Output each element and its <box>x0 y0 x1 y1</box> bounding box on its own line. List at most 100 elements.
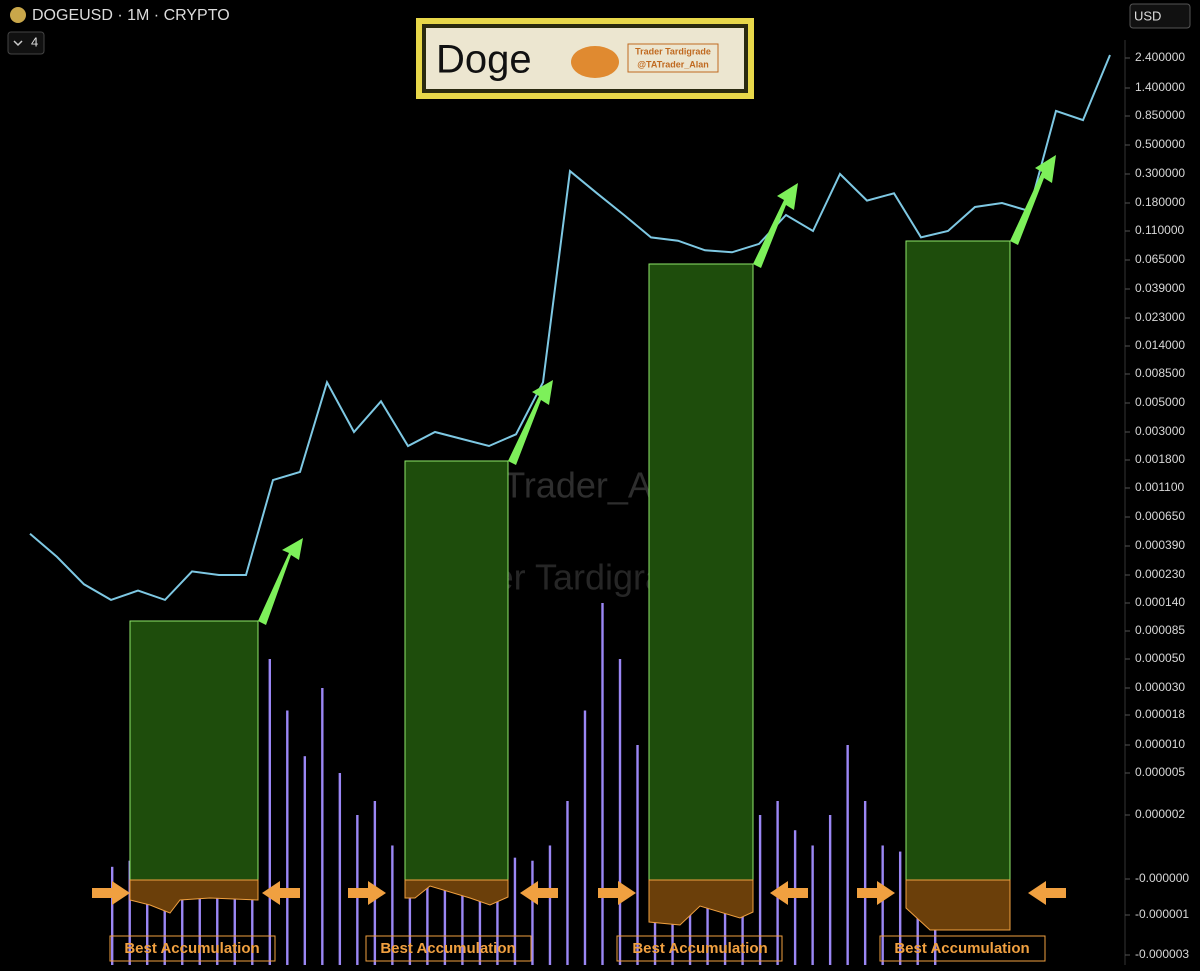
histogram-bar <box>233 845 236 965</box>
logo-icon <box>571 46 619 78</box>
histogram-bar <box>408 851 412 965</box>
y-tick-label: 0.008500 <box>1135 366 1185 380</box>
currency-button[interactable] <box>1129 3 1191 29</box>
accumulation-boxes <box>129 240 1011 931</box>
arrow <box>753 183 798 268</box>
arrow <box>258 538 303 625</box>
annotation: Best Accumulation <box>632 940 767 957</box>
histogram-bar <box>776 801 779 965</box>
y-tick-label: 0.000018 <box>1135 707 1185 721</box>
histogram-bar <box>373 801 377 965</box>
label-box <box>109 935 276 962</box>
y-tick-label: 0.180000 <box>1135 195 1185 209</box>
green-arrows <box>258 155 1056 625</box>
histogram-bar <box>478 845 482 965</box>
y-tick-label: 0.000030 <box>1135 680 1185 694</box>
arrow <box>508 380 553 465</box>
arrow <box>348 881 386 905</box>
y-tick-label: 1.400000 <box>1135 80 1185 94</box>
histogram-bar <box>146 845 149 965</box>
logo-title: Doge <box>436 38 532 82</box>
arrow <box>770 881 808 905</box>
symbol-icon <box>10 7 26 23</box>
y-tick-label: 0.000390 <box>1135 538 1185 552</box>
chevron <box>13 40 23 47</box>
y-tick-label: 0.000010 <box>1135 737 1185 751</box>
orange-zone <box>404 879 509 906</box>
histogram-bar <box>531 860 534 965</box>
y-tick-label: 0.500000 <box>1135 137 1185 151</box>
histogram-bar <box>828 815 832 965</box>
indicator-toggle[interactable] <box>7 31 45 55</box>
y-tick-label: -0.000001 <box>1135 907 1189 921</box>
y-tick-label: 0.000002 <box>1135 807 1185 821</box>
y-tick-label: 0.300000 <box>1135 166 1185 180</box>
y-axis: 2.400000 1.400000 0.850000 0.500000 0.300000… <box>1124 40 1189 965</box>
symbol-title: DOGEUSD · 1M · CRYPTO <box>32 7 230 24</box>
histogram-bar <box>636 745 639 965</box>
y-tick-label: 0.005000 <box>1135 395 1185 409</box>
label-box <box>879 935 1046 962</box>
y-tick-label: -0.000000 <box>1135 871 1189 885</box>
orange-zone <box>905 879 1011 931</box>
price-line <box>29 54 1111 602</box>
histogram-bar <box>881 845 884 965</box>
annotation: Best Accumulation <box>124 940 259 957</box>
y-tick-label: 0.000050 <box>1135 651 1185 665</box>
y-tick-label: 0.039000 <box>1135 281 1185 295</box>
header: DOGEUSD · 1M · CRYPTO 4 USD <box>7 3 1191 55</box>
arrow <box>262 881 300 905</box>
arrow <box>520 881 558 905</box>
histogram-bar <box>758 815 762 965</box>
logo: Doge Trader Tardigrade @TATrader_Alan <box>416 18 754 99</box>
y-tick-label: 0.003000 <box>1135 424 1185 438</box>
currency: USD <box>1134 8 1161 23</box>
green-zone <box>129 620 259 881</box>
histogram-bar <box>601 603 604 965</box>
histogram-bar <box>321 688 324 965</box>
arrow <box>1028 881 1066 905</box>
histogram-bar <box>303 756 307 965</box>
histogram-bar <box>111 866 114 965</box>
histogram-bar <box>548 845 552 965</box>
orange-zone <box>129 879 259 914</box>
histogram-bar <box>811 845 814 965</box>
price-series <box>29 54 1111 602</box>
histogram-bar <box>391 845 394 965</box>
histogram-bar <box>618 659 622 965</box>
orange-zone <box>648 879 754 926</box>
logo-box <box>627 43 719 73</box>
arrow <box>92 881 130 905</box>
indicator-count: 4 <box>31 34 38 49</box>
y-tick-label: 2.400000 <box>1135 50 1185 64</box>
histogram-bar <box>198 863 201 965</box>
y-tick-label: 0.000085 <box>1135 623 1185 637</box>
annotation-labels: Best Accumulation Best Accumulation Best… <box>109 935 1046 962</box>
y-tick-label: 0.014000 <box>1135 338 1185 352</box>
y-tick-label: 0.000140 <box>1135 595 1185 609</box>
histogram-bar <box>286 710 289 965</box>
y-tick-label: 0.001100 <box>1135 480 1184 494</box>
orange-arrows <box>92 881 1066 905</box>
annotation: Best Accumulation <box>894 940 1029 957</box>
histogram-bar <box>513 857 517 965</box>
histogram-bar <box>338 773 342 965</box>
logo-author: Trader Tardigrade <box>635 46 711 56</box>
histogram-bar <box>863 801 867 965</box>
logo-handle: @TATrader_Alan <box>637 59 708 69</box>
label-box <box>616 935 783 962</box>
histogram-bar <box>846 745 849 965</box>
y-tick-label: 0.023000 <box>1135 310 1185 324</box>
y-tick-label: 0.065000 <box>1135 252 1185 266</box>
y-tick-label: 0.000005 <box>1135 765 1185 779</box>
arrow <box>598 881 636 905</box>
histogram-bar <box>898 851 902 965</box>
green-zone <box>404 460 509 881</box>
histogram-bar <box>443 857 447 965</box>
label-box <box>365 935 532 962</box>
arrow <box>857 881 895 905</box>
y-tick-label: 0.000650 <box>1135 509 1185 523</box>
arrow <box>1010 155 1056 245</box>
y-tick-label: 0.000230 <box>1135 567 1185 581</box>
